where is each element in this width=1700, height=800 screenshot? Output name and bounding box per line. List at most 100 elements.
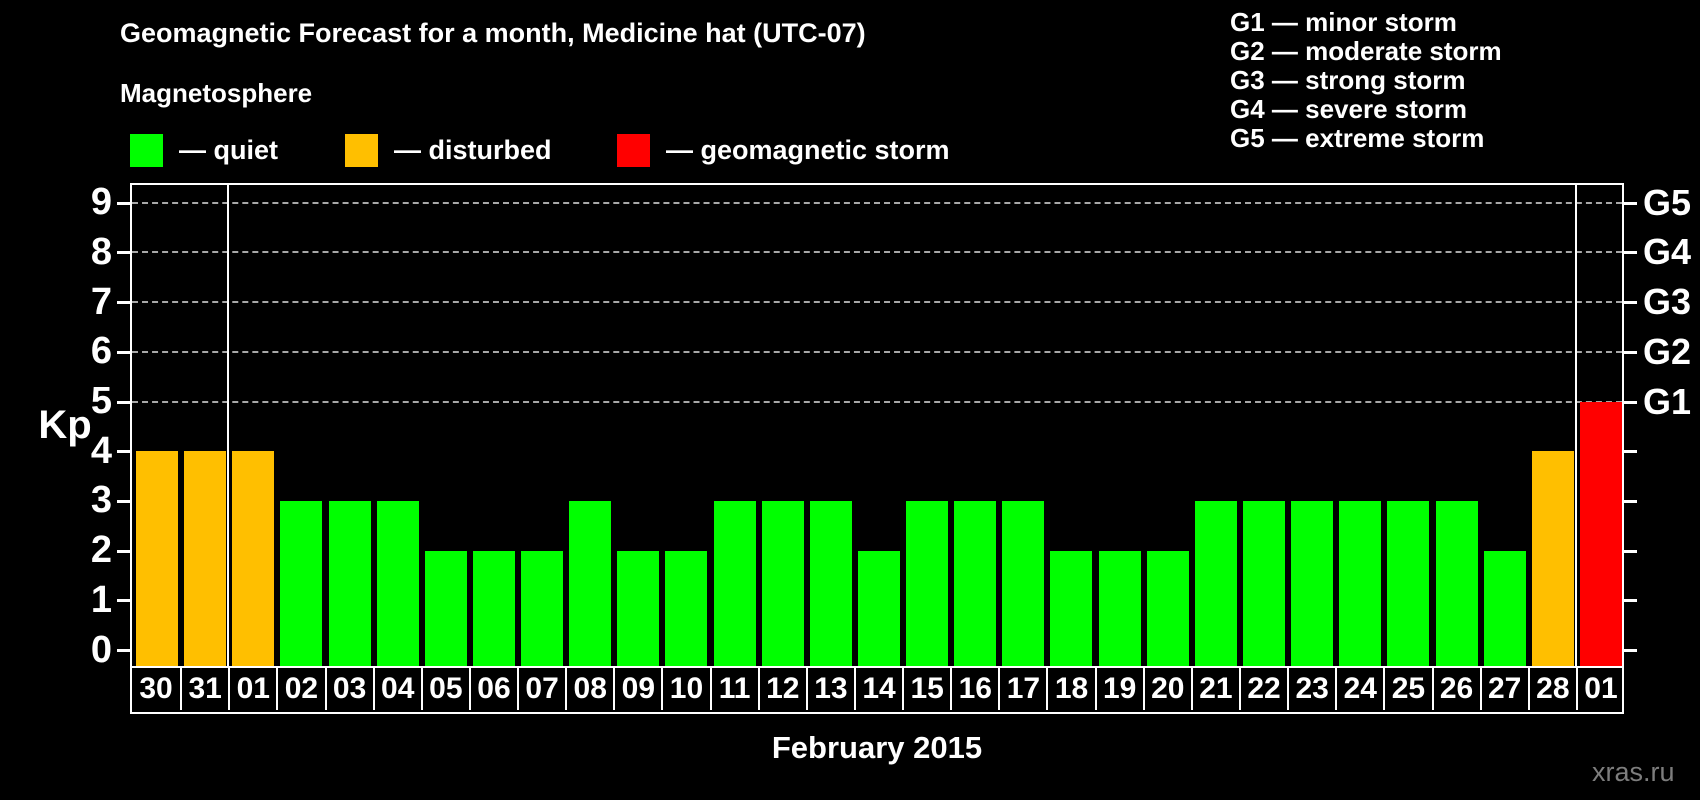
month-boundary-line	[227, 185, 230, 666]
y-tick-left-0	[117, 649, 130, 652]
legend-item-disturbed: — disturbed	[345, 132, 552, 168]
legend-item-storm: — geomagnetic storm	[617, 132, 950, 168]
day-label-01-mar: 01	[1575, 668, 1624, 710]
kp-bar-day-20	[1146, 550, 1189, 666]
kp-bar-day-24	[1339, 500, 1382, 666]
chart-title: Geomagnetic Forecast for a month, Medici…	[120, 18, 866, 48]
kp-bar-day-27	[1483, 550, 1526, 666]
kp-bar-day-18	[1050, 550, 1093, 666]
storm-color-swatch	[617, 133, 650, 167]
g-level-label-G3: G3	[1643, 281, 1692, 323]
legend-item-disturbed-label: — disturbed	[394, 134, 552, 165]
kp-bar-day-01	[232, 451, 275, 666]
y-tick-left-1	[117, 599, 130, 603]
y-tick-right-8	[1624, 251, 1637, 255]
x-axis-day-row: 30 31 01 02 03 04 05 06 07 08 09 10 11 12 13 14 15 16 17 18…	[130, 668, 1624, 714]
g-scale-legend-line: G3 — strong storm	[1230, 65, 1466, 95]
y-tick-left-3	[117, 499, 130, 503]
day-label-27: 27	[1479, 668, 1528, 710]
g-scale-legend: G1 — minor storm G2 — moderate storm G3 …	[1230, 8, 1502, 153]
day-label-21: 21	[1190, 668, 1239, 710]
kp-bar-day-13	[809, 500, 852, 666]
y-tick-right-9	[1624, 201, 1637, 205]
day-label-07: 07	[517, 668, 565, 710]
kp-bar-day-19	[1098, 550, 1141, 666]
kp-bar-day-01	[1579, 401, 1622, 666]
y-tick-left-6	[117, 350, 130, 354]
y-tick-left-8	[117, 251, 130, 255]
gridline-kp8	[132, 251, 1622, 254]
y-tick-label-6: 6	[90, 330, 112, 373]
kp-bar-day-05	[424, 550, 467, 666]
y-tick-right-6	[1624, 350, 1637, 354]
y-tick-label-1: 1	[90, 578, 112, 621]
kp-bar-day-02	[280, 500, 323, 666]
day-label-05: 05	[420, 668, 469, 710]
gridline-kp5	[132, 400, 1622, 403]
gridline-kp7	[132, 301, 1622, 304]
day-label-12: 12	[757, 668, 806, 710]
day-label-24: 24	[1335, 668, 1383, 710]
y-tick-right-0	[1624, 649, 1637, 652]
day-label-13: 13	[805, 668, 854, 710]
y-tick-left-9	[117, 201, 130, 205]
g-level-label-G4: G4	[1643, 231, 1692, 273]
day-label-15: 15	[902, 668, 950, 710]
y-tick-label-7: 7	[90, 280, 112, 323]
kp-bar-day-11	[713, 500, 756, 666]
quiet-color-swatch	[130, 133, 163, 167]
x-axis-caption: February 2015	[771, 730, 983, 765]
y-tick-right-2	[1624, 549, 1637, 553]
day-label-18: 18	[1046, 668, 1094, 710]
kp-bar-day-07	[521, 550, 564, 666]
y-tick-label-9: 9	[90, 181, 112, 224]
kp-bar-day-14	[857, 550, 900, 666]
day-label-17: 17	[998, 668, 1046, 710]
g-level-label-G1: G1	[1643, 380, 1692, 422]
y-tick-label-0: 0	[90, 628, 112, 671]
kp-bar-day-21	[1194, 500, 1237, 666]
g-level-label-G5: G5	[1643, 181, 1692, 223]
day-label-06: 06	[468, 668, 517, 710]
y-tick-right-1	[1624, 599, 1637, 603]
g-scale-legend-line: G2 — moderate storm	[1230, 36, 1502, 66]
legend-item-quiet-label: — quiet	[179, 134, 278, 165]
day-label-30-jan: 30	[139, 672, 173, 705]
day-label-04: 04	[372, 668, 421, 710]
day-label-16: 16	[950, 668, 998, 710]
day-label-20: 20	[1142, 668, 1191, 710]
kp-bar-day-12	[761, 500, 804, 666]
month-boundary-line	[1574, 185, 1577, 666]
kp-bar-day-04	[376, 500, 419, 666]
kp-bar-day-17	[1002, 500, 1045, 666]
kp-bar-day-03	[328, 500, 371, 666]
y-tick-label-2: 2	[90, 529, 112, 572]
day-label-10: 10	[661, 668, 709, 710]
kp-bar-day-22	[1242, 500, 1285, 666]
y-tick-right-3	[1624, 499, 1637, 503]
g-scale-legend-line: G4 — severe storm	[1230, 94, 1468, 124]
y-tick-right-5	[1624, 400, 1637, 404]
watermark: xras.ru	[1592, 757, 1675, 787]
day-label-26: 26	[1431, 668, 1480, 710]
day-label-28: 28	[1527, 668, 1576, 710]
legend-item-quiet: — quiet	[130, 132, 278, 168]
y-tick-left-7	[117, 301, 130, 305]
day-label-09: 09	[613, 668, 661, 710]
y-tick-right-4	[1624, 450, 1637, 454]
y-tick-label-3: 3	[90, 479, 112, 522]
day-label-02: 02	[276, 668, 324, 710]
g-scale-legend-line: G5 — extreme storm	[1230, 123, 1485, 153]
kp-bar-day-28	[1531, 451, 1574, 666]
kp-bar-day-31	[184, 451, 227, 666]
day-label-19: 19	[1094, 668, 1143, 710]
kp-bar-day-15	[906, 500, 949, 666]
y-axis-label: Kp	[38, 403, 92, 447]
day-label-11: 11	[709, 668, 758, 710]
g-level-label-G2: G2	[1643, 330, 1692, 372]
kp-bar-day-08	[569, 500, 612, 666]
day-label-25: 25	[1383, 668, 1431, 710]
day-label-31-jan: 31	[180, 668, 228, 710]
kp-bar-day-30	[136, 451, 178, 666]
